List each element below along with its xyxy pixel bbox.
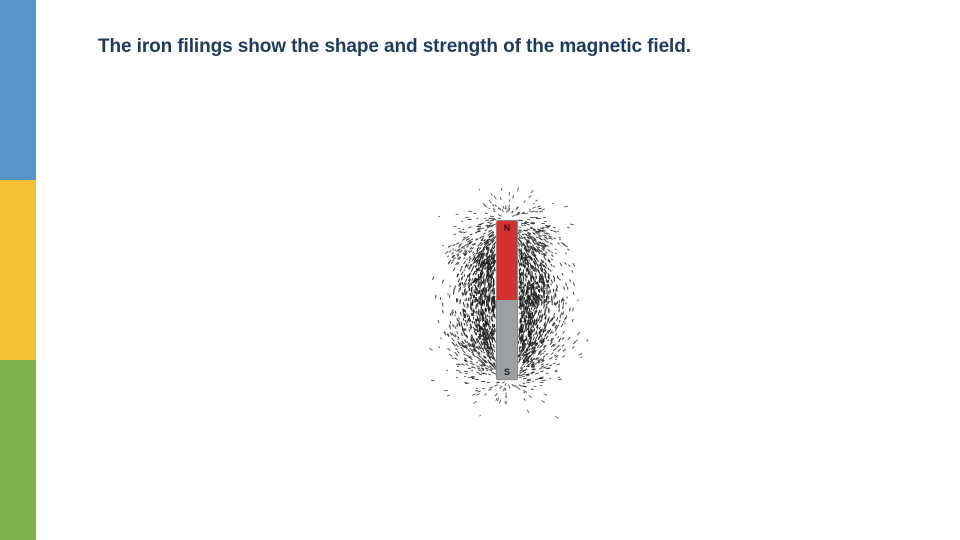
bar-magnet: N S [496, 220, 518, 380]
slide-heading: The iron filings show the shape and stre… [98, 36, 691, 58]
sidebar-block-green [0, 360, 36, 540]
magnet-south-pole: S [497, 300, 517, 379]
magnetic-field-figure: N S [366, 100, 646, 480]
sidebar-color-strip [0, 0, 36, 540]
sidebar-block-blue [0, 0, 36, 180]
slide-content: The iron filings show the shape and stre… [36, 0, 960, 540]
sidebar-block-yellow [0, 180, 36, 360]
magnet-north-pole: N [497, 221, 517, 300]
